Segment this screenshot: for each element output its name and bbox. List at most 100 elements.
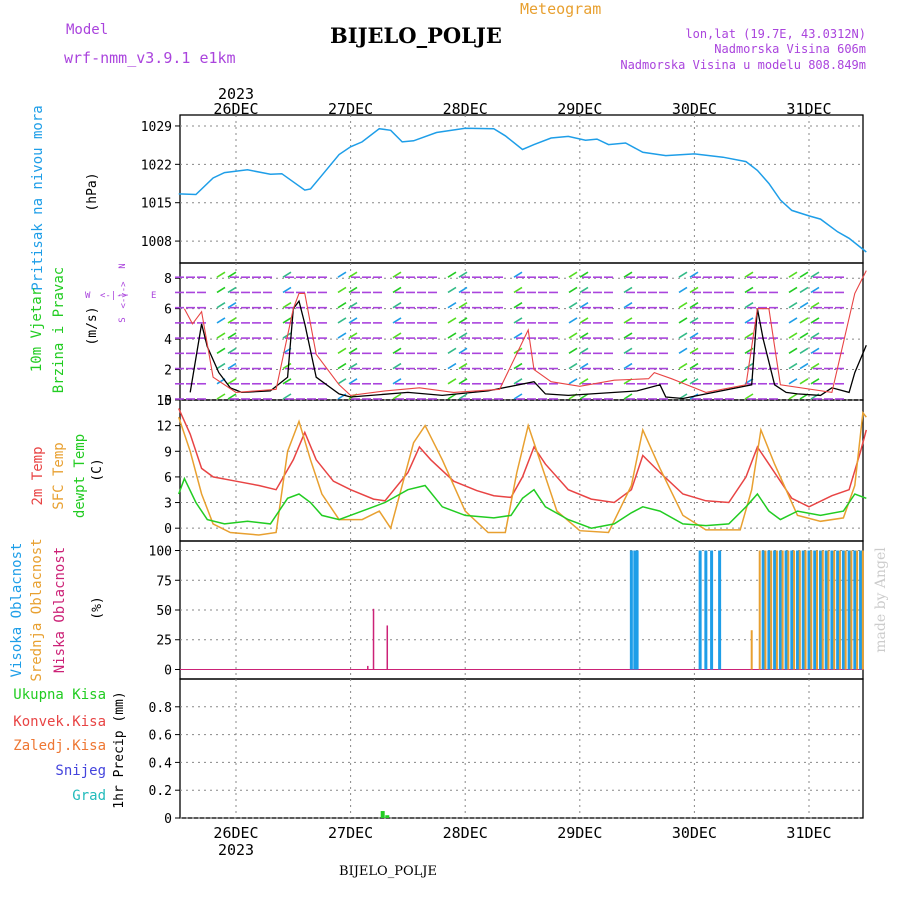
mid-cloud-bar (804, 550, 807, 670)
wind-arrow (810, 347, 820, 355)
wind-tick-label: 0 (164, 394, 172, 409)
wind-arrow (392, 378, 402, 385)
temp-tick-label: 3 (164, 497, 172, 512)
cloud-tick-label: 25 (156, 634, 172, 649)
precip-tick-label: 0.4 (149, 756, 173, 771)
compass-s: S (118, 317, 128, 322)
wind-arrow (216, 317, 226, 324)
cloud-tick-label: 75 (156, 574, 172, 589)
wind-arrow (348, 271, 358, 278)
wind-arrow (678, 286, 688, 294)
mid-cloud-bar (810, 550, 813, 670)
wind-arrow (282, 271, 292, 278)
wind-arrow (568, 271, 578, 278)
wind-arrow (579, 347, 589, 355)
wind-arrow (227, 332, 237, 339)
bottom-day-labels: 26DEC 27DEC 28DEC 29DEC 30DEC 31DEC (213, 824, 831, 842)
high-cloud-bar (824, 550, 828, 670)
wind-arrow (810, 332, 820, 339)
wind-title-1: 10m Vjetar (29, 288, 45, 372)
wind-arrow (392, 347, 402, 355)
wind-arrow (227, 317, 237, 324)
wind-arrow (458, 378, 468, 385)
wind-arrow (392, 393, 402, 400)
model-elevation-text: Nadmorska Visina u modelu 808.849m (620, 58, 866, 72)
day-label-top: 30DEC (672, 100, 717, 118)
wind-arrow (810, 378, 820, 385)
cloud-title-3: Niska Oblacnost (52, 547, 68, 673)
wind-arrow (788, 332, 798, 339)
wind-arrow (678, 271, 688, 278)
wind-arrow (513, 393, 523, 400)
wind-arrow (579, 301, 589, 309)
pressure-line (178, 127, 867, 253)
wind-arrow (216, 271, 226, 278)
wind-tick-label: 4 (164, 333, 172, 348)
wind-arrow (216, 362, 226, 370)
precip-bar (380, 811, 385, 818)
wind-arrow (579, 332, 589, 339)
wind-arrow (337, 271, 347, 278)
pressure-tick-label: 1015 (141, 197, 172, 212)
legend-zaledj: Zaledj.Kisa (13, 738, 106, 754)
wind-arrow (678, 347, 688, 355)
wind-arrow (392, 271, 402, 278)
wind-arrow (568, 332, 578, 339)
legend-ukupna: Ukupna Kisa (13, 687, 106, 703)
pressure-unit: (hPa) (85, 172, 100, 211)
wind-arrow (348, 317, 358, 324)
mid-cloud-bar (770, 550, 773, 670)
wind-gust-line (183, 270, 867, 396)
pressure-title: Pritisak na nivou mora (30, 105, 46, 290)
wind-arrow (623, 271, 633, 278)
precip-tick-label: 0 (164, 812, 172, 827)
grid-lines (180, 115, 863, 819)
wind-arrow (392, 317, 402, 324)
wind-arrow (227, 286, 237, 294)
day-label-bottom: 30DEC (672, 824, 717, 842)
wind-arrow (227, 271, 237, 278)
wind-arrow (447, 347, 457, 355)
high-cloud-bar (710, 550, 714, 670)
wind-arrow (799, 362, 809, 370)
wind-arrow (744, 332, 754, 339)
wind-arrow (337, 317, 347, 324)
mid-cloud-bar (758, 550, 761, 670)
wind-arrow (458, 286, 468, 294)
wind-arrow (337, 301, 347, 309)
elevation-text: Nadmorska Visina 606m (714, 42, 866, 56)
wind-arrow (623, 317, 633, 324)
temp-tick-label: 0 (164, 522, 172, 537)
high-cloud-bar (633, 550, 637, 670)
wind-arrow (447, 378, 457, 385)
wind-arrow (810, 317, 820, 324)
high-cloud-bar (836, 550, 840, 670)
mid-cloud-bar (816, 550, 819, 670)
day-label-bottom: 27DEC (328, 824, 373, 842)
wind-arrow (458, 347, 468, 355)
wind-arrow (810, 271, 820, 278)
wind-arrow (568, 317, 578, 324)
wind-arrow (799, 332, 809, 339)
wind-unit: (m/s) (85, 306, 100, 345)
mid-cloud-bar (821, 550, 824, 670)
wind-arrow (579, 362, 589, 370)
wind-arrow (458, 317, 468, 324)
wind-arrow (282, 286, 292, 294)
wind-arrow (678, 362, 688, 370)
wind-arrow (788, 393, 798, 400)
temp-unit: (C) (90, 458, 105, 481)
legend-snijeg: Snijeg (55, 763, 106, 779)
day-label-top: 27DEC (328, 100, 373, 118)
wind-arrow (337, 332, 347, 339)
wind-arrow (568, 347, 578, 355)
wind-arrow (227, 362, 237, 370)
wind-arrow (678, 378, 688, 385)
wind-arrow (568, 301, 578, 309)
wind-arrow (513, 301, 523, 309)
wind-arrow (744, 301, 754, 309)
mid-cloud-bar (787, 550, 790, 670)
model-name: wrf-nmm_v3.9.1 e1km (64, 49, 236, 67)
high-cloud-bar (784, 550, 788, 670)
